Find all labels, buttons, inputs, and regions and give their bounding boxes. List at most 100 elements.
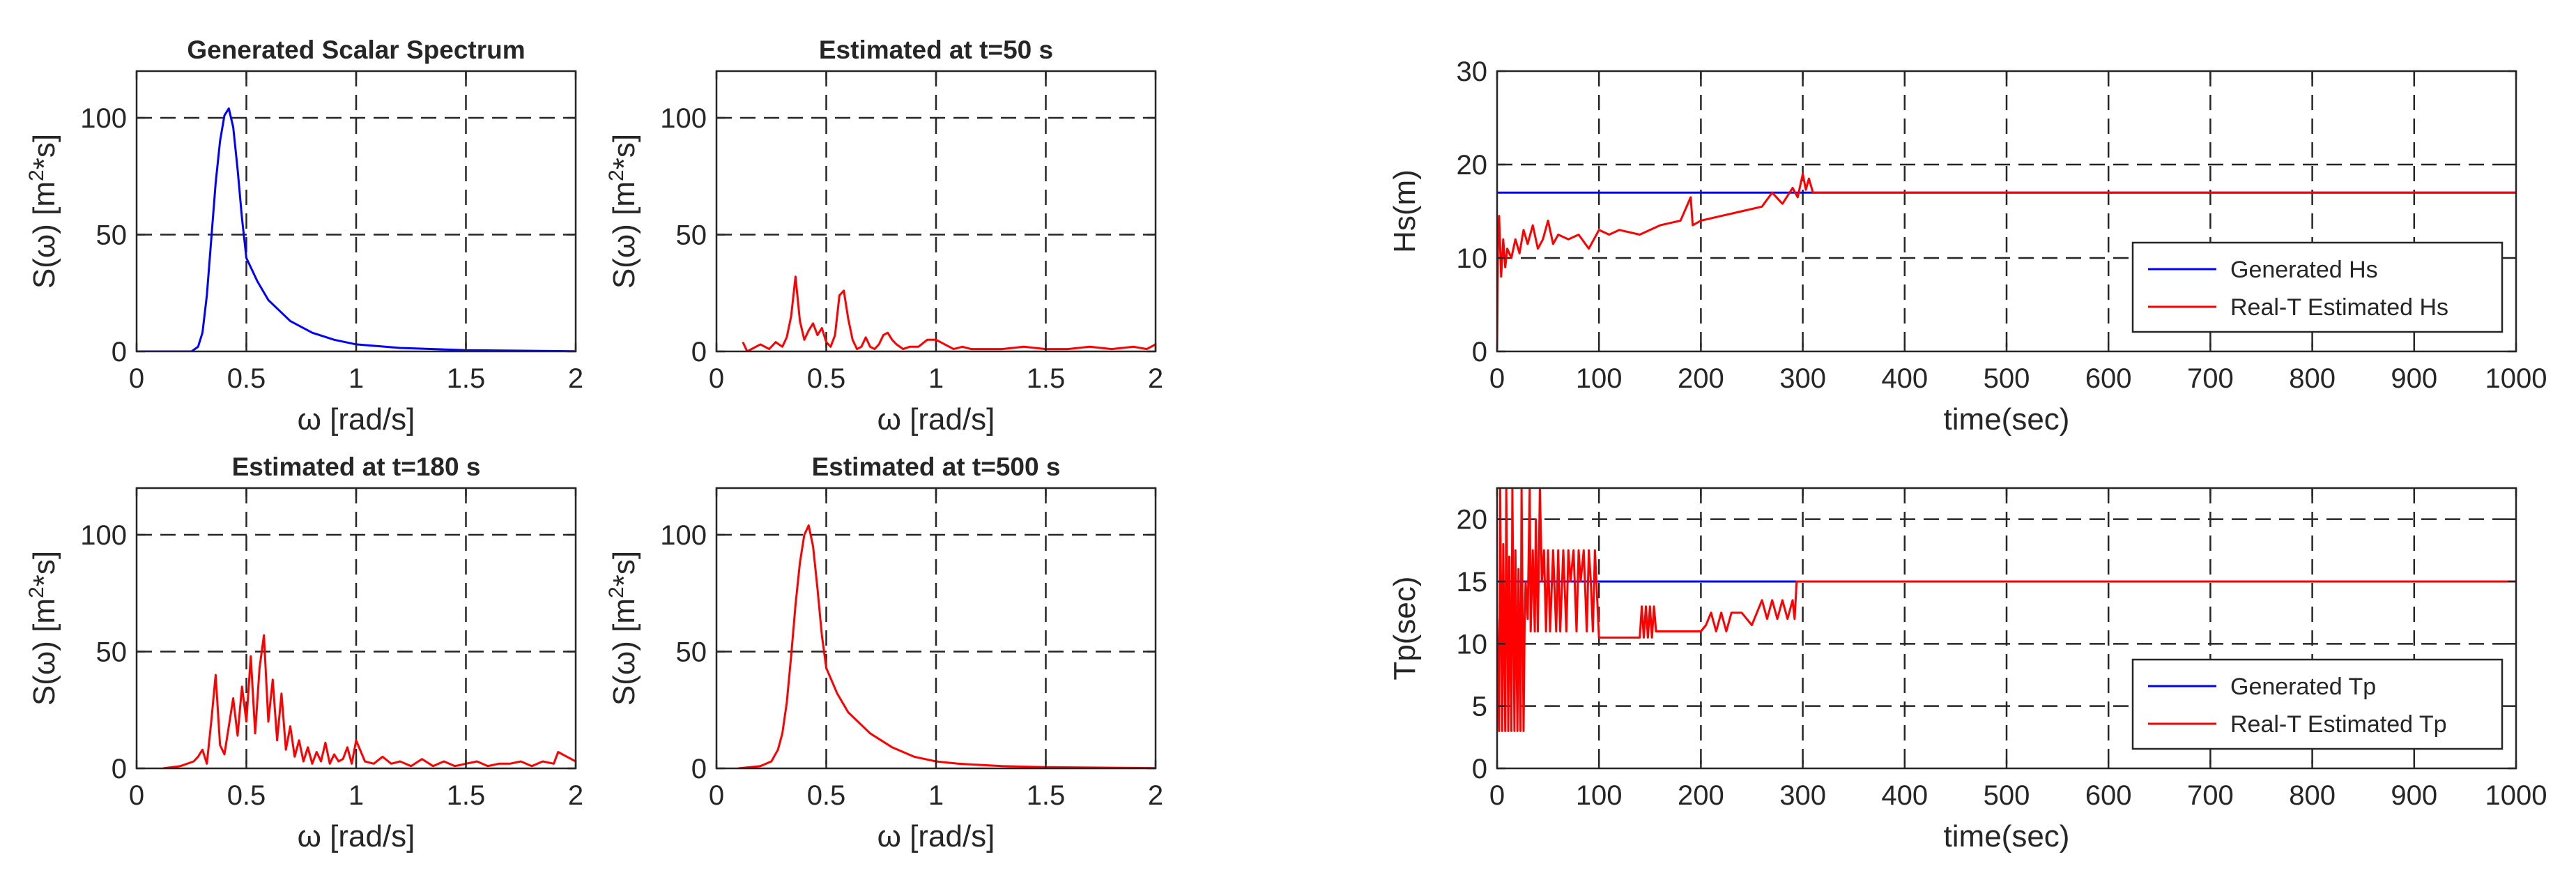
x-tick-label: 700: [2187, 780, 2234, 811]
x-tick-label: 0: [709, 780, 724, 811]
y-tick-label: 0: [1472, 337, 1487, 367]
y-axis-label: S(ω) [m2*s]: [605, 551, 641, 706]
y-tick-label: 15: [1457, 567, 1488, 598]
x-tick-label: 2: [1148, 363, 1163, 394]
y-tick-label: 50: [676, 220, 707, 251]
x-tick-label: 800: [2289, 780, 2336, 811]
y-tick-label: 5: [1472, 692, 1487, 722]
y-tick-label: 0: [1472, 754, 1487, 784]
x-tick-label: 300: [1779, 363, 1826, 394]
y-tick-label: 50: [96, 637, 128, 668]
y-tick-label: 100: [80, 103, 127, 134]
x-tick-label: 600: [2085, 780, 2132, 811]
legend-label: Generated Tp: [2230, 674, 2376, 700]
legend-label: Generated Hs: [2230, 257, 2378, 283]
series-line-real-t-estimated-hs: [1497, 172, 2516, 351]
x-axis-label: time(sec): [1944, 819, 2070, 853]
x-tick-label: 400: [1881, 363, 1928, 394]
x-tick-label: 1: [928, 780, 944, 811]
x-tick-label: 0: [129, 780, 144, 811]
chart-title: Estimated at t=50 s: [819, 36, 1053, 64]
x-tick-label: 0.5: [807, 363, 846, 394]
x-tick-label: 1: [348, 363, 364, 394]
x-tick-label: 1.5: [447, 780, 486, 811]
y-axis-label: S(ω) [m2*s]: [605, 134, 641, 289]
y-axis-label: Tp(sec): [1388, 576, 1422, 680]
x-tick-label: 700: [2187, 363, 2234, 394]
x-tick-label: 0.5: [227, 780, 266, 811]
x-tick-label: 900: [2391, 363, 2437, 394]
x-tick-label: 1.5: [1027, 363, 1066, 394]
chart-tp: 0 100 200 300 400 500 600 700 800 900 1000 0 5 10 15 20…: [1388, 487, 2547, 853]
legend: Generated Hs Real-T Estimated Hs: [2131, 241, 2504, 333]
series-line-estimated-t-50: [742, 275, 1156, 351]
y-tick-label: 100: [660, 520, 707, 551]
x-tick-label: 1.5: [1027, 780, 1066, 811]
x-tick-label: 600: [2085, 363, 2132, 394]
x-tick-label: 0.5: [807, 780, 846, 811]
y-tick-label: 0: [691, 754, 707, 784]
x-axis-label: ω [rad/s]: [877, 819, 995, 853]
series-line-estimated-t-500: [738, 524, 1156, 768]
x-axis-label: time(sec): [1944, 402, 2070, 436]
y-axis-label: Hs(m): [1388, 169, 1422, 253]
chart-title: Estimated at t=500 s: [812, 453, 1061, 481]
x-tick-label: 800: [2289, 363, 2336, 394]
x-tick-label: 1.5: [447, 363, 486, 394]
chart-spec1: 0 0.5 1 1.5 2 0 50 100 Generated Scalar Spectrum…: [25, 36, 583, 436]
x-tick-label: 1: [928, 363, 944, 394]
series-line-real-t-estimated-tp: [1497, 488, 2516, 732]
x-tick-label: 200: [1678, 363, 1724, 394]
y-tick-label: 30: [1457, 56, 1488, 87]
x-tick-label: 100: [1576, 780, 1623, 811]
x-tick-label: 0.5: [227, 363, 266, 394]
x-axis-label: ω [rad/s]: [298, 819, 415, 853]
y-tick-label: 100: [80, 520, 127, 551]
x-tick-label: 0: [129, 363, 144, 394]
series-line-estimated-t-180: [162, 634, 576, 768]
legend: Generated Tp Real-T Estimated Tp: [2131, 658, 2504, 750]
x-tick-label: 400: [1881, 780, 1928, 811]
y-axis-label: S(ω) [m2*s]: [25, 134, 61, 289]
chart-title: Generated Scalar Spectrum: [187, 36, 525, 64]
chart-spec3: 0 0.5 1 1.5 2 0 50 100 Estimated at t=180 s ω [ra…: [25, 453, 583, 853]
series-line-generated-spectrum: [137, 107, 576, 351]
y-tick-label: 0: [112, 337, 127, 367]
y-tick-label: 0: [112, 754, 127, 784]
legend-label: Real-T Estimated Tp: [2230, 711, 2447, 738]
x-tick-label: 500: [1984, 363, 2030, 394]
x-tick-label: 900: [2391, 780, 2437, 811]
y-axis-label: S(ω) [m2*s]: [25, 551, 61, 706]
y-tick-label: 0: [691, 337, 707, 367]
x-tick-label: 1000: [2485, 363, 2547, 394]
y-tick-label: 10: [1457, 629, 1488, 660]
x-tick-label: 1: [348, 780, 364, 811]
x-tick-label: 100: [1576, 363, 1623, 394]
x-tick-label: 300: [1779, 780, 1826, 811]
chart-title: Estimated at t=180 s: [232, 453, 481, 481]
x-tick-label: 200: [1678, 780, 1724, 811]
x-tick-label: 0: [709, 363, 724, 394]
x-axis-label: ω [rad/s]: [298, 402, 415, 436]
x-tick-label: 2: [568, 363, 583, 394]
y-tick-label: 50: [96, 220, 128, 251]
legend-label: Real-T Estimated Hs: [2230, 294, 2448, 321]
y-tick-label: 50: [676, 637, 707, 668]
x-tick-label: 0: [1489, 363, 1505, 394]
chart-hs: 0 100 200 300 400 500 600 700 800 900 1000 0 10 20 30 t…: [1388, 56, 2547, 436]
x-tick-label: 500: [1984, 780, 2030, 811]
x-axis-label: ω [rad/s]: [877, 402, 995, 436]
y-tick-label: 100: [660, 103, 707, 134]
legend-box: [2131, 241, 2504, 333]
x-tick-label: 2: [568, 780, 583, 811]
chart-spec2: 0 0.5 1 1.5 2 0 50 100 Estimated at t=50 s ω [rad…: [605, 36, 1163, 436]
x-tick-label: 2: [1148, 780, 1163, 811]
chart-spec4: 0 0.5 1 1.5 2 0 50 100 Estimated at t=500 s ω [ra…: [605, 453, 1163, 853]
y-tick-label: 20: [1457, 150, 1488, 181]
legend-box: [2131, 658, 2504, 750]
y-tick-label: 20: [1457, 505, 1488, 535]
x-tick-label: 1000: [2485, 780, 2547, 811]
y-tick-label: 10: [1457, 243, 1488, 274]
x-tick-label: 0: [1489, 780, 1505, 811]
